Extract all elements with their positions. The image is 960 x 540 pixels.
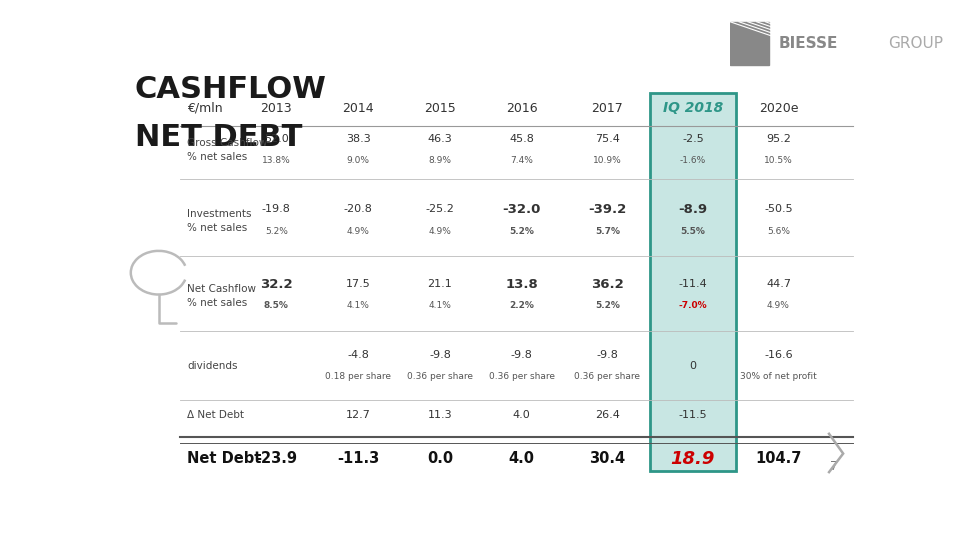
Text: 95.2: 95.2 — [766, 134, 791, 144]
Text: 5.6%: 5.6% — [767, 227, 790, 235]
Text: 9.0%: 9.0% — [347, 156, 370, 165]
Text: 5.2%: 5.2% — [510, 227, 534, 235]
Text: -20.8: -20.8 — [344, 205, 372, 214]
Text: 2016: 2016 — [506, 102, 538, 115]
Text: Net Debt: Net Debt — [187, 451, 261, 467]
Text: BIESSE: BIESSE — [779, 36, 837, 51]
Text: 2015: 2015 — [424, 102, 456, 115]
Text: 52.0: 52.0 — [264, 134, 289, 144]
Text: 0.0: 0.0 — [427, 451, 453, 467]
Text: 36.2: 36.2 — [591, 278, 624, 291]
Text: 2014: 2014 — [343, 102, 373, 115]
Text: 13.8: 13.8 — [505, 278, 539, 291]
Text: 18.9: 18.9 — [671, 450, 715, 468]
Text: -11.4: -11.4 — [679, 279, 708, 289]
Text: 2.2%: 2.2% — [510, 301, 534, 310]
Text: 13.8%: 13.8% — [262, 156, 291, 165]
Text: 30.4: 30.4 — [589, 451, 625, 467]
Text: -1.6%: -1.6% — [680, 156, 706, 165]
Text: 0.36 per share: 0.36 per share — [407, 372, 473, 381]
Text: 5.2%: 5.2% — [265, 227, 288, 235]
Text: Investments
% net sales: Investments % net sales — [187, 209, 252, 233]
Text: 4.0: 4.0 — [509, 451, 535, 467]
Text: 4.9%: 4.9% — [347, 227, 370, 235]
Text: 44.7: 44.7 — [766, 279, 791, 289]
Text: -9.8: -9.8 — [596, 350, 618, 360]
Text: 4.1%: 4.1% — [428, 301, 451, 310]
Text: 46.3: 46.3 — [427, 134, 452, 144]
Text: 26.4: 26.4 — [595, 410, 620, 420]
Bar — [730, 22, 769, 65]
Text: dividends: dividends — [187, 361, 237, 372]
Text: -4.8: -4.8 — [348, 350, 369, 360]
Text: -16.6: -16.6 — [764, 350, 793, 360]
Text: -25.2: -25.2 — [425, 205, 454, 214]
Text: 38.3: 38.3 — [346, 134, 371, 144]
Text: 0.36 per share: 0.36 per share — [489, 372, 555, 381]
Text: 8.5%: 8.5% — [264, 301, 289, 310]
Text: 4.1%: 4.1% — [347, 301, 370, 310]
Text: 5.2%: 5.2% — [595, 301, 620, 310]
Text: Gross Cashflow
% net sales: Gross Cashflow % net sales — [187, 138, 267, 162]
Text: 4.9%: 4.9% — [767, 301, 790, 310]
Text: -11.3: -11.3 — [337, 451, 379, 467]
Text: -19.8: -19.8 — [262, 205, 291, 214]
Text: €/mln: €/mln — [187, 102, 223, 115]
Text: 7: 7 — [830, 460, 838, 473]
Text: 0.18 per share: 0.18 per share — [325, 372, 391, 381]
Text: -32.0: -32.0 — [503, 203, 540, 216]
Text: Δ Net Debt: Δ Net Debt — [187, 410, 244, 420]
Text: -8.9: -8.9 — [679, 203, 708, 216]
Text: -9.8: -9.8 — [511, 350, 533, 360]
Text: 21.1: 21.1 — [427, 279, 452, 289]
Text: 0: 0 — [689, 361, 696, 372]
Text: -50.5: -50.5 — [764, 205, 793, 214]
Text: -7.0%: -7.0% — [679, 301, 708, 310]
Text: -39.2: -39.2 — [588, 203, 627, 216]
Text: 104.7: 104.7 — [756, 451, 802, 467]
Text: Net Cashflow
% net sales: Net Cashflow % net sales — [187, 284, 256, 308]
Text: 11.3: 11.3 — [427, 410, 452, 420]
Text: 4.0: 4.0 — [513, 410, 531, 420]
Text: GROUP: GROUP — [889, 36, 944, 51]
Text: 30% of net profit: 30% of net profit — [740, 372, 817, 381]
Text: 2020e: 2020e — [758, 102, 798, 115]
Text: 32.2: 32.2 — [260, 278, 293, 291]
Text: 10.5%: 10.5% — [764, 156, 793, 165]
Text: 17.5: 17.5 — [346, 279, 371, 289]
Text: 4.9%: 4.9% — [428, 227, 451, 235]
Text: 5.5%: 5.5% — [681, 227, 706, 235]
Text: CASHFLOW: CASHFLOW — [134, 75, 326, 104]
Text: 45.8: 45.8 — [510, 134, 534, 144]
Text: 2017: 2017 — [591, 102, 623, 115]
Text: 5.7%: 5.7% — [595, 227, 620, 235]
Text: 2013: 2013 — [260, 102, 292, 115]
Text: 0.36 per share: 0.36 per share — [574, 372, 640, 381]
Text: -23.9: -23.9 — [255, 451, 298, 467]
Text: 10.9%: 10.9% — [593, 156, 622, 165]
Text: IQ 2018: IQ 2018 — [662, 102, 723, 116]
Text: 7.4%: 7.4% — [511, 156, 533, 165]
Text: -9.8: -9.8 — [429, 350, 451, 360]
Text: -11.5: -11.5 — [679, 410, 708, 420]
Text: -2.5: -2.5 — [682, 134, 704, 144]
Text: 75.4: 75.4 — [595, 134, 620, 144]
FancyBboxPatch shape — [650, 93, 736, 471]
Text: NET DEBT: NET DEBT — [134, 123, 302, 152]
Text: 8.9%: 8.9% — [428, 156, 451, 165]
Text: 12.7: 12.7 — [346, 410, 371, 420]
